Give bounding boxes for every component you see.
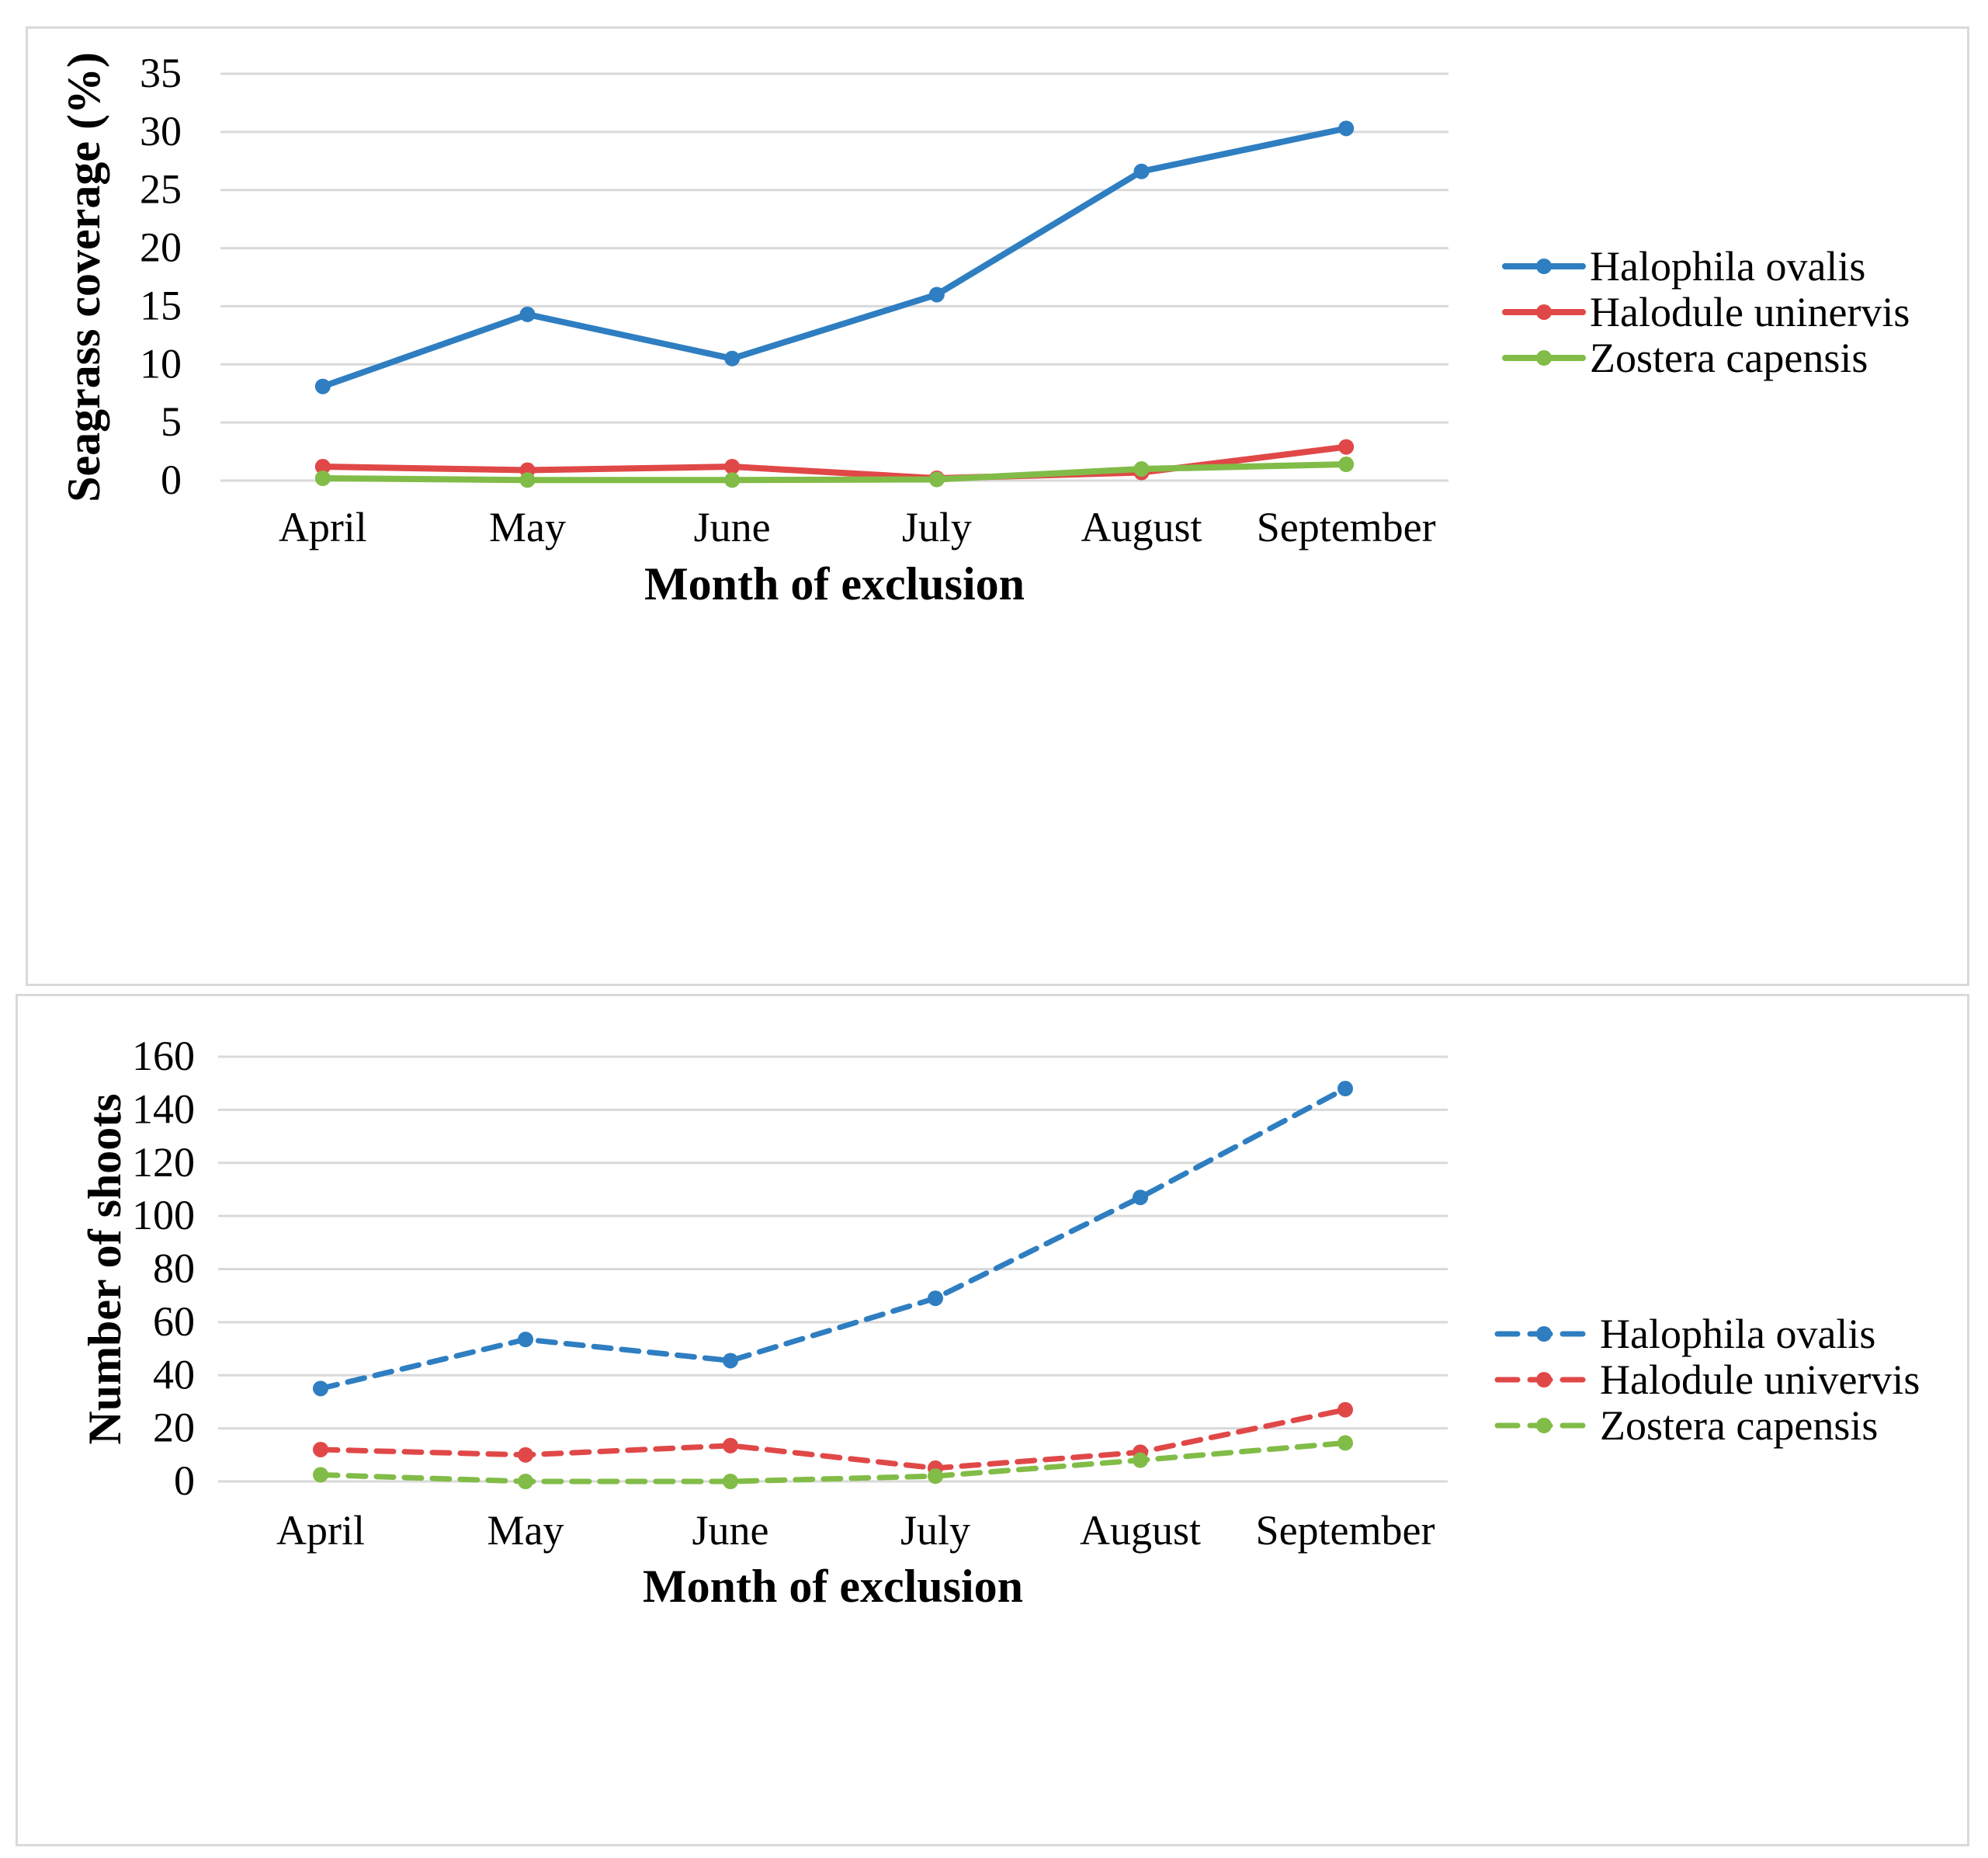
data-point-halophila-ovalis-september xyxy=(1337,1081,1353,1097)
data-point-zostera-capensis-april xyxy=(314,471,331,487)
legend-label-zostera-capensis: Zostera capensis xyxy=(1590,335,1868,381)
legend-marker-zostera-capensis xyxy=(1536,350,1552,366)
series-line-zostera-capensis xyxy=(317,1440,1348,1485)
x-tick-label-june: June xyxy=(694,504,771,550)
series-line-halodule-uninervis xyxy=(319,443,1350,482)
data-point-zostera-capensis-april xyxy=(313,1467,328,1483)
y-tick-label: 20 xyxy=(140,224,182,271)
legend-marker-halophila-ovalis xyxy=(1536,259,1552,274)
data-point-halophila-ovalis-july xyxy=(928,1290,943,1307)
data-point-halodule-uninervis-april xyxy=(314,459,331,475)
data-point-zostera-capensis-august xyxy=(1133,1452,1148,1468)
series-line-halophila-ovalis xyxy=(317,1085,1348,1391)
x-tick-label-august: August xyxy=(1081,504,1202,550)
coverage-chart: 0 5 10 15 20 25 30 35 April May June July August Sept… xyxy=(58,50,1910,609)
legend-marker-halodule-uninervis xyxy=(1536,304,1552,320)
y-tick-label: 20 xyxy=(153,1405,195,1451)
x-axis-title: Month of exclusion xyxy=(644,558,1025,609)
legend-marker-zostera-capensis xyxy=(1536,1418,1552,1433)
data-point-halodule-univervis-september xyxy=(1337,1401,1353,1418)
y-tick-label: 5 xyxy=(161,398,182,445)
y-tick-label: 10 xyxy=(140,340,182,387)
x-tick-label-may: May xyxy=(487,1507,564,1554)
legend-label-halophila-ovalis: Halophila ovalis xyxy=(1600,1311,1875,1357)
y-axis-title: Number of shoots xyxy=(79,1093,130,1444)
shoots-chart: 0 20 40 60 80 100 120 140 160 April May June July Aug… xyxy=(79,1033,1920,1612)
x-tick-label-may: May xyxy=(489,504,566,550)
y-tick-label: 30 xyxy=(140,108,182,155)
shoots-chart-panel: 0 20 40 60 80 100 120 140 160 April May June July Aug… xyxy=(16,994,1969,1846)
legend-marker-halophila-ovalis xyxy=(1536,1326,1552,1342)
data-point-halophila-ovalis-april xyxy=(314,378,331,394)
data-point-halophila-ovalis-august xyxy=(1133,1189,1148,1206)
x-tick-label-june: June xyxy=(692,1507,769,1554)
data-point-halodule-uninervis-june xyxy=(724,459,741,475)
data-point-zostera-capensis-august xyxy=(1133,461,1150,478)
data-point-halophila-ovalis-may xyxy=(518,1332,533,1348)
x-tick-label-september: September xyxy=(1256,1507,1435,1554)
legend-marker-halodule-univervis xyxy=(1536,1372,1552,1387)
y-tick-label: 80 xyxy=(153,1245,195,1292)
y-tick-label: 60 xyxy=(153,1298,195,1345)
legend-label-halophila-ovalis: Halophila ovalis xyxy=(1590,243,1865,290)
data-point-halophila-ovalis-august xyxy=(1133,163,1150,179)
legend-label-halodule-univervis: Halodule univervis xyxy=(1600,1356,1920,1403)
x-tick-label-april: April xyxy=(279,504,367,550)
data-point-halophila-ovalis-may xyxy=(519,306,536,322)
data-point-halophila-ovalis-june xyxy=(723,1353,738,1369)
x-tick-label-april: April xyxy=(276,1507,365,1554)
data-point-halodule-univervis-may xyxy=(518,1446,533,1463)
data-point-zostera-capensis-june xyxy=(723,1474,738,1489)
series-line-halophila-ovalis xyxy=(319,125,1350,390)
series-line-halodule-univervis xyxy=(317,1407,1348,1471)
y-tick-label: 0 xyxy=(161,457,182,503)
y-tick-label: 100 xyxy=(132,1192,195,1238)
x-tick-label-july: July xyxy=(902,504,972,550)
legend-label-zostera-capensis: Zostera capensis xyxy=(1600,1402,1878,1449)
data-point-zostera-capensis-july xyxy=(928,1468,943,1485)
y-tick-label: 0 xyxy=(174,1457,195,1504)
y-tick-label: 15 xyxy=(140,282,182,328)
y-tick-label: 35 xyxy=(140,50,182,96)
x-tick-label-july: July xyxy=(900,1507,970,1554)
legend-label-halodule-uninervis: Halodule uninervis xyxy=(1590,289,1910,335)
data-point-zostera-capensis-may xyxy=(518,1474,533,1489)
data-point-halodule-uninervis-september xyxy=(1338,439,1355,455)
x-axis-title: Month of exclusion xyxy=(643,1561,1023,1612)
series-line-zostera-capensis xyxy=(319,461,1350,484)
coverage-chart-panel: 0 5 10 15 20 25 30 35 April May June July August Sept… xyxy=(26,26,1969,986)
x-tick-label-september: September xyxy=(1257,504,1436,550)
data-point-halophila-ovalis-july xyxy=(928,287,945,303)
data-point-halophila-ovalis-june xyxy=(724,350,741,366)
data-point-halophila-ovalis-april xyxy=(313,1380,328,1397)
data-point-zostera-capensis-june xyxy=(724,472,741,488)
data-point-halodule-univervis-june xyxy=(723,1437,738,1453)
y-tick-label: 40 xyxy=(153,1351,195,1398)
data-point-zostera-capensis-may xyxy=(519,472,536,488)
data-point-zostera-capensis-july xyxy=(928,471,945,488)
x-tick-label-august: August xyxy=(1080,1507,1201,1554)
y-axis-title: Seagrass coverage (%) xyxy=(58,52,109,502)
y-tick-label: 120 xyxy=(132,1139,195,1186)
data-point-zostera-capensis-september xyxy=(1338,457,1355,473)
y-tick-label: 25 xyxy=(140,166,182,213)
data-point-halodule-univervis-april xyxy=(313,1441,328,1457)
y-tick-label: 140 xyxy=(132,1085,195,1132)
data-point-halophila-ovalis-september xyxy=(1338,120,1355,137)
y-tick-label: 160 xyxy=(132,1033,195,1079)
data-point-zostera-capensis-september xyxy=(1337,1435,1353,1451)
